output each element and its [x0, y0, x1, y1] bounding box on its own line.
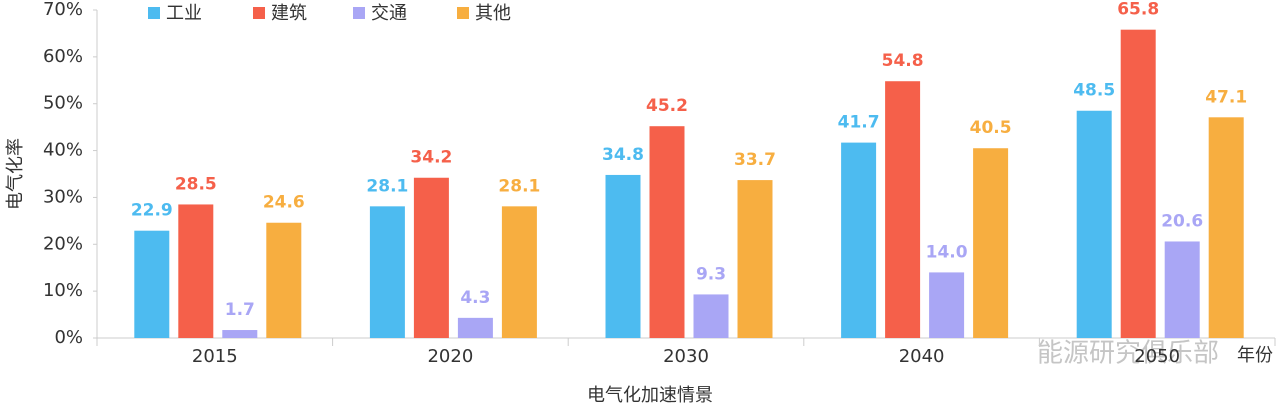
bar	[1076, 110, 1112, 338]
x-tick-label: 2020	[427, 346, 473, 367]
value-label: 14.0	[926, 242, 968, 262]
legend-label: 其他	[475, 3, 511, 24]
value-label: 4.3	[460, 288, 490, 308]
bar	[885, 81, 921, 339]
bar	[1208, 117, 1244, 338]
bar	[501, 206, 537, 338]
value-label: 9.3	[696, 264, 726, 284]
y-tick-label: 30%	[43, 186, 83, 207]
bar	[605, 174, 641, 338]
bar	[457, 317, 493, 338]
value-label: 47.1	[1205, 87, 1247, 107]
value-label: 41.7	[838, 113, 880, 133]
value-label: 45.2	[646, 96, 688, 116]
legend-label: 交通	[371, 3, 407, 24]
y-tick-label: 50%	[43, 93, 83, 114]
value-label: 20.6	[1161, 211, 1203, 231]
value-label: 22.9	[131, 201, 173, 221]
legend-swatch	[253, 7, 265, 19]
bar	[222, 330, 258, 338]
value-label: 24.6	[263, 193, 305, 213]
x-tick-label: 2050	[1134, 346, 1180, 367]
bar	[413, 177, 449, 338]
bar	[929, 272, 965, 338]
y-axis-label: 电气化率	[5, 138, 26, 210]
y-tick-label: 10%	[43, 280, 83, 301]
value-label: 34.8	[602, 145, 644, 165]
value-label: 54.8	[882, 51, 924, 71]
x-tick-label: 2015	[192, 346, 238, 367]
value-label: 65.8	[1117, 0, 1159, 20]
value-label: 33.7	[734, 150, 776, 170]
bar	[973, 148, 1009, 338]
legend-label: 工业	[166, 3, 202, 24]
value-label: 48.5	[1073, 81, 1115, 101]
bar	[178, 204, 214, 338]
legend-swatch	[148, 7, 160, 19]
y-tick-label: 20%	[43, 233, 83, 254]
y-tick-label: 0%	[54, 327, 83, 348]
y-tick-label: 70%	[43, 0, 83, 20]
bar	[841, 142, 877, 338]
bar	[1164, 241, 1200, 338]
x-tick-label: 2030	[663, 346, 709, 367]
value-label: 1.7	[225, 300, 255, 320]
legend-label: 建筑	[271, 3, 307, 24]
y-tick-label: 60%	[43, 46, 83, 67]
x-axis-label: 电气化加速情景	[587, 385, 713, 406]
value-label: 40.5	[970, 118, 1012, 138]
value-label: 28.5	[175, 174, 217, 194]
bar	[737, 180, 773, 338]
value-label: 34.2	[410, 148, 452, 168]
x-unit: 年份	[1237, 345, 1273, 366]
bar	[693, 294, 729, 338]
y-tick-label: 40%	[43, 140, 83, 161]
legend-swatch	[457, 7, 469, 19]
x-tick-label: 2040	[899, 346, 945, 367]
bar	[134, 230, 170, 338]
watermark: 能源研究俱乐部	[1037, 339, 1219, 369]
bar	[649, 126, 685, 338]
legend-swatch	[353, 7, 365, 19]
bar	[266, 222, 302, 338]
bar	[369, 206, 405, 338]
bar	[1120, 29, 1156, 339]
value-label: 28.1	[366, 176, 408, 196]
value-label: 28.1	[498, 176, 540, 196]
